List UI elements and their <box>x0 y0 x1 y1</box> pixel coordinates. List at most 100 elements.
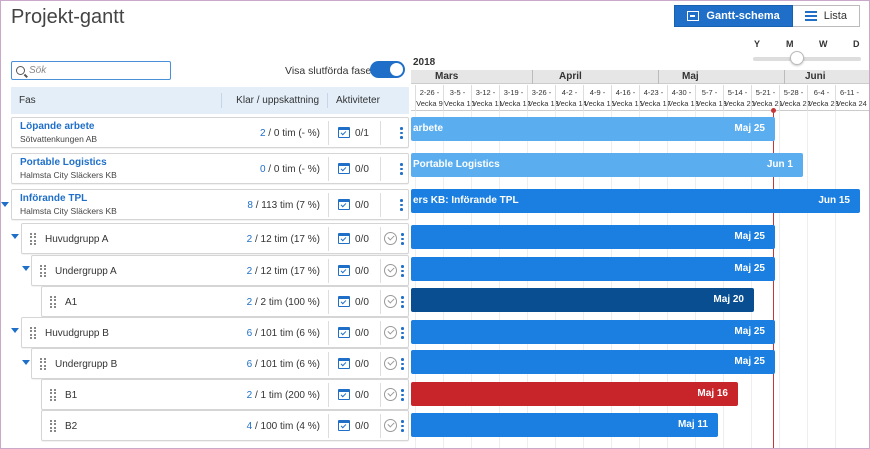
expand-caret-icon[interactable] <box>11 234 19 239</box>
done-estimate: 4 / 100 tim (4 %) <box>247 421 320 432</box>
group-row[interactable]: Huvudgrupp A 2 / 12 tim (17 %) 0/0 <box>21 223 409 254</box>
calendar-check-icon <box>338 199 350 210</box>
drag-handle-icon[interactable] <box>50 389 56 401</box>
more-menu-icon[interactable] <box>401 389 404 401</box>
search-input[interactable] <box>29 65 159 76</box>
cell-divider <box>380 290 381 314</box>
gantt-bar[interactable]: Maj 25 <box>411 257 775 281</box>
activities-count: 0/0 <box>355 328 369 339</box>
header-activities[interactable]: Aktiviteter <box>336 95 380 106</box>
more-menu-icon[interactable] <box>401 358 404 370</box>
complete-check-icon[interactable] <box>384 357 397 370</box>
gantt-week-date: 3-19 - <box>503 88 524 97</box>
project-row[interactable]: Införande TPL Halmsta City Släckers KB 8… <box>11 189 409 220</box>
group-row[interactable]: Undergrupp A 2 / 12 tim (17 %) 0/0 <box>31 255 409 286</box>
project-name[interactable]: Löpande arbete <box>20 121 95 132</box>
cell-divider <box>328 414 329 438</box>
list-view-label: Lista <box>823 10 847 22</box>
gantt-week-number: Vecka 19 <box>696 99 727 108</box>
gantt-view-button[interactable]: Gantt-schema <box>674 5 793 27</box>
drag-handle-icon[interactable] <box>50 420 56 432</box>
gantt-month-header: Mars April Maj Juni <box>411 70 869 84</box>
group-row[interactable]: B1 2 / 1 tim (200 %) 0/0 <box>41 379 409 410</box>
complete-check-icon[interactable] <box>384 232 397 245</box>
more-menu-icon[interactable] <box>401 265 404 277</box>
done-estimate: 2 / 12 tim (17 %) <box>247 234 320 245</box>
complete-check-icon[interactable] <box>384 295 397 308</box>
gantt-bar[interactable]: Maj 20 <box>411 288 754 312</box>
group-row[interactable]: A1 2 / 2 tim (100 %) 0/0 <box>41 286 409 317</box>
more-menu-icon[interactable] <box>400 127 403 139</box>
gantt-bar[interactable]: Maj 25 <box>411 320 775 344</box>
done-hours: 2 <box>259 128 266 139</box>
gantt-icon <box>687 11 700 21</box>
calendar-check-icon <box>338 327 350 338</box>
complete-check-icon[interactable] <box>384 388 397 401</box>
cell-divider <box>380 414 381 438</box>
gantt-week: 4-23 - Vecka 17 <box>639 85 671 111</box>
gantt-bar[interactable]: Maj 11 <box>411 413 718 437</box>
more-menu-icon[interactable] <box>400 163 403 175</box>
more-menu-icon[interactable] <box>401 327 404 339</box>
project-row[interactable]: Löpande arbete Sötvattenkungen AB 2 / 0 … <box>11 117 409 148</box>
zoom-slider[interactable]: Y M W D <box>753 39 863 65</box>
zoom-label-day[interactable]: D <box>853 39 860 49</box>
gantt-bar[interactable]: Maj 25 <box>411 350 775 374</box>
drag-handle-icon[interactable] <box>40 265 46 277</box>
group-row[interactable]: Undergrupp B 6 / 101 tim (6 %) 0/0 <box>31 348 409 379</box>
gantt-bar[interactable]: ers KB: Införande TPL Jun 15 <box>411 189 860 213</box>
zoom-label-month[interactable]: M <box>786 39 794 49</box>
gantt-chart[interactable]: 2018 Mars April Maj Juni 2-26 - Vecka 9 3-… <box>411 53 869 448</box>
month-divider <box>532 70 533 84</box>
header-phase[interactable]: Fas <box>19 95 36 106</box>
gantt-week-number: Vecka 21 <box>752 99 783 108</box>
gantt-week: 6-11 - Vecka 24 <box>835 85 867 111</box>
group-row[interactable]: B2 4 / 100 tim (4 %) 0/0 <box>41 410 409 441</box>
group-name: Huvudgrupp A <box>45 234 109 245</box>
done-estimate: 2 / 0 tim (- %) <box>260 128 320 139</box>
completed-toggle[interactable] <box>370 61 405 78</box>
group-row[interactable]: Huvudgrupp B 6 / 101 tim (6 %) 0/0 <box>21 317 409 348</box>
gantt-bar[interactable]: arbete Maj 25 <box>411 117 775 141</box>
gantt-gridline <box>835 111 836 448</box>
expand-caret-icon[interactable] <box>1 202 9 207</box>
complete-check-icon[interactable] <box>384 326 397 339</box>
gantt-bar[interactable]: Maj 16 <box>411 382 738 406</box>
more-menu-icon[interactable] <box>401 420 404 432</box>
drag-handle-icon[interactable] <box>50 296 56 308</box>
expand-caret-icon[interactable] <box>22 266 30 271</box>
done-estimate: 2 / 2 tim (100 %) <box>247 297 320 308</box>
drag-handle-icon[interactable] <box>30 233 36 245</box>
gantt-bar[interactable]: Portable Logistics Jun 1 <box>411 153 803 177</box>
gantt-bar-end-date: Maj 16 <box>697 388 728 399</box>
more-menu-icon[interactable] <box>401 296 404 308</box>
gantt-week: 4-30 - Vecka 18 <box>667 85 699 111</box>
zoom-track[interactable] <box>753 57 861 61</box>
cell-divider <box>328 259 329 283</box>
complete-check-icon[interactable] <box>384 419 397 432</box>
list-view-button[interactable]: Lista <box>792 5 860 27</box>
zoom-label-week[interactable]: W <box>819 39 828 49</box>
header-done[interactable]: Klar / uppskattning <box>236 95 319 106</box>
project-row[interactable]: Portable Logistics Halmsta City Släckers… <box>11 153 409 184</box>
expand-caret-icon[interactable] <box>22 360 30 365</box>
zoom-label-year[interactable]: Y <box>754 39 761 49</box>
zoom-thumb[interactable] <box>790 51 804 65</box>
gantt-week-number: Vecka 17 <box>640 99 671 108</box>
done-percent: (100 %) <box>282 297 320 308</box>
calendar-check-icon <box>338 296 350 307</box>
customer-name: Halmsta City Släckers KB <box>20 206 117 216</box>
drag-handle-icon[interactable] <box>40 358 46 370</box>
expand-caret-icon[interactable] <box>11 328 19 333</box>
done-hours: 4 <box>246 421 253 432</box>
drag-handle-icon[interactable] <box>30 327 36 339</box>
project-name[interactable]: Portable Logistics <box>20 157 107 168</box>
more-menu-icon[interactable] <box>400 199 403 211</box>
cell-divider <box>380 259 381 283</box>
calendar-check-icon <box>338 389 350 400</box>
project-name[interactable]: Införande TPL <box>20 193 88 204</box>
gantt-bar[interactable]: Maj 25 <box>411 225 775 249</box>
more-menu-icon[interactable] <box>401 233 404 245</box>
complete-check-icon[interactable] <box>384 264 397 277</box>
